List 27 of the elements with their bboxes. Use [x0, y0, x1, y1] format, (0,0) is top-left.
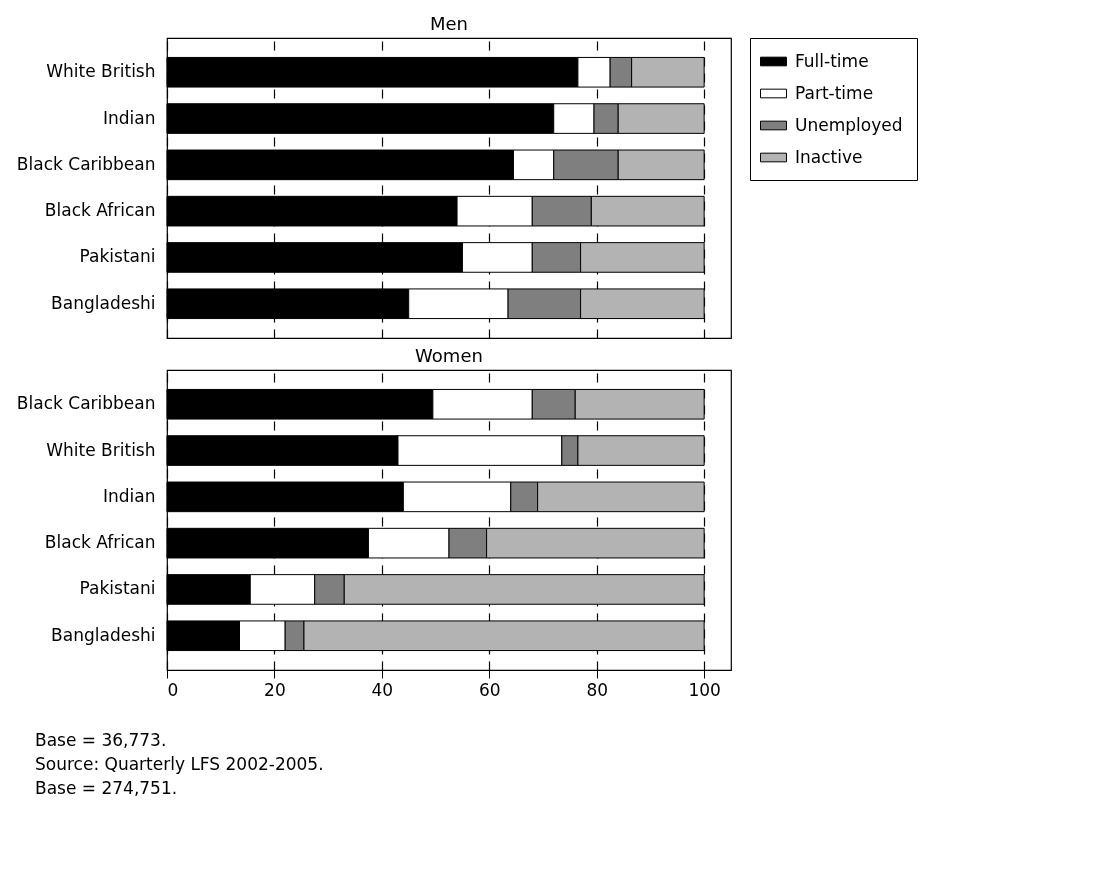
chart-title: Men — [429, 13, 469, 34]
x-tick-label: 100 — [688, 679, 721, 700]
y-tick-label: Indian — [103, 107, 156, 128]
x-tick-label: 20 — [264, 679, 286, 700]
y-tick-label: Black African — [44, 200, 156, 221]
legend-label: Inactive — [795, 146, 863, 167]
text: Base = 274,751. — [35, 777, 179, 800]
legend-label: Full-time — [795, 50, 869, 71]
y-tick-label: Indian — [103, 485, 156, 506]
chart-title: Women — [415, 345, 483, 366]
x-tick-label: 80 — [586, 679, 609, 700]
source-note: Source: Quarterly LFS 2002-2005. — [35, 753, 325, 776]
y-tick-label: Bangladeshi — [51, 624, 156, 645]
y-tick-label: Bangladeshi — [51, 292, 156, 313]
legend-label: Part-time — [795, 82, 874, 103]
y-tick-label: Black Caribbean — [16, 153, 156, 174]
text: Base = 36,773. — [35, 729, 168, 752]
y-tick-label: Black Caribbean — [16, 393, 156, 414]
y-tick-label: Black African — [44, 532, 156, 553]
x-tick-label: 40 — [371, 679, 394, 700]
y-tick-label: White British — [46, 61, 156, 82]
y-tick-label: Pakistani — [79, 246, 156, 267]
x-tick-label: 60 — [478, 679, 501, 700]
y-tick-label: Pakistani — [79, 578, 156, 599]
x-tick-label: 0 — [167, 679, 179, 700]
legend-label: Unemployed — [795, 114, 903, 135]
y-tick-label: White British — [46, 439, 156, 460]
